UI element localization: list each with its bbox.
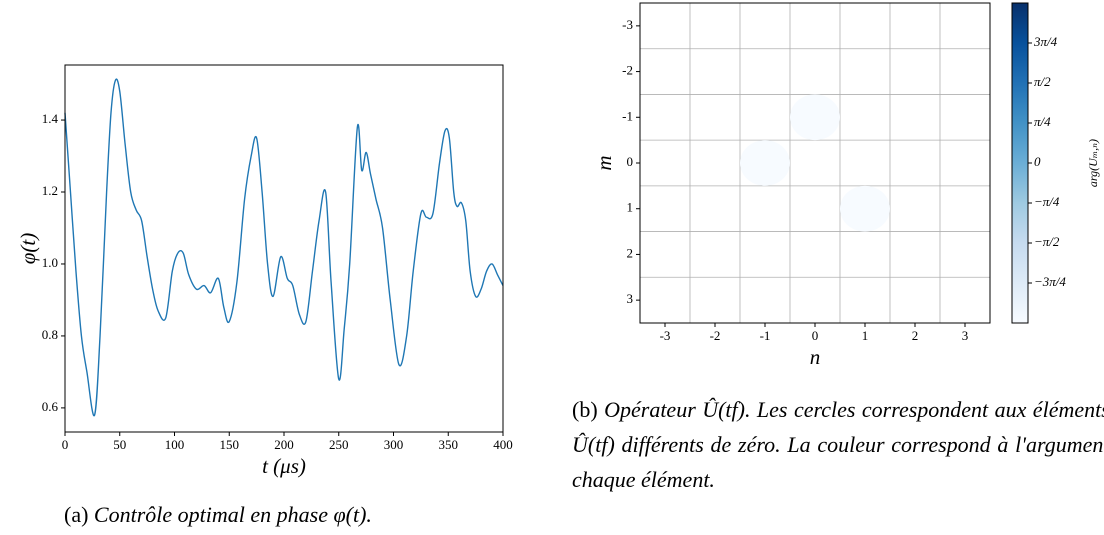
caption-a: (a) Contrôle optimal en phase φ(t). — [64, 497, 524, 532]
y-tick-label: 3 — [627, 291, 634, 306]
colorbar-tick-label: 0 — [1034, 154, 1041, 169]
y-tick-label: 1.2 — [42, 183, 58, 198]
y-tick-label: 1.0 — [42, 255, 58, 270]
x-tick-label: 150 — [220, 437, 240, 452]
x-tick-label: 200 — [274, 437, 294, 452]
x-tick-label: 2 — [912, 328, 919, 343]
caption-text: Opérateur Û(tf). Les cercles corresponde… — [572, 397, 1104, 492]
colorbar-tick-label: −3π/4 — [1034, 274, 1066, 289]
caption-text: Contrôle optimal en phase φ(t). — [93, 502, 372, 527]
x-tick-label: 0 — [812, 328, 819, 343]
colorbar — [1011, 2, 1029, 324]
y-tick-label: -3 — [622, 17, 633, 32]
colorbar-tick-label: −π/4 — [1034, 194, 1060, 209]
x-tick-label: 0 — [62, 437, 69, 452]
y-tick-label: -2 — [622, 63, 633, 78]
caption-label: (b) — [572, 397, 598, 422]
y-tick-label: 0 — [627, 154, 634, 169]
x-tick-label: -3 — [660, 328, 671, 343]
x-tick-label: 300 — [384, 437, 404, 452]
axes-frame — [64, 64, 504, 433]
x-axis-label: t (μs) — [262, 454, 306, 478]
series-line — [64, 78, 504, 417]
x-tick-label: 50 — [113, 437, 126, 452]
colorbar-tick-label: 3π/4 — [1033, 34, 1058, 49]
x-axis-label: n — [810, 345, 821, 369]
colorbar-tick-label: π/4 — [1034, 114, 1051, 129]
element-circle — [790, 94, 840, 141]
x-tick-label: 250 — [329, 437, 349, 452]
x-tick-label: 350 — [439, 437, 459, 452]
axes-frame — [639, 2, 991, 324]
element-circle — [740, 140, 790, 186]
x-tick-label: 1 — [862, 328, 869, 343]
caption-label: (a) — [64, 502, 89, 527]
y-axis-label: φ(t) — [16, 233, 40, 264]
x-tick-label: 400 — [493, 437, 513, 452]
colorbar-tick-label: π/2 — [1034, 74, 1051, 89]
caption-b: (b) Opérateur Û(tf). Les cercles corresp… — [572, 392, 1104, 497]
colorbar-label: arg(Uₘ,ₙ) — [1086, 139, 1100, 187]
y-tick-label: 1.4 — [42, 111, 59, 126]
x-tick-label: -2 — [710, 328, 721, 343]
y-tick-label: 0.8 — [42, 327, 58, 342]
y-tick-label: -1 — [622, 108, 633, 123]
y-tick-label: 0.6 — [42, 399, 59, 414]
x-tick-label: 3 — [962, 328, 969, 343]
colorbar-tick-label: −π/2 — [1034, 234, 1060, 249]
y-axis-label: m — [592, 155, 616, 170]
y-tick-label: 1 — [627, 200, 634, 215]
x-tick-label: -1 — [760, 328, 771, 343]
element-circle — [840, 185, 890, 232]
x-tick-label: 100 — [165, 437, 185, 452]
y-tick-label: 2 — [627, 245, 634, 260]
